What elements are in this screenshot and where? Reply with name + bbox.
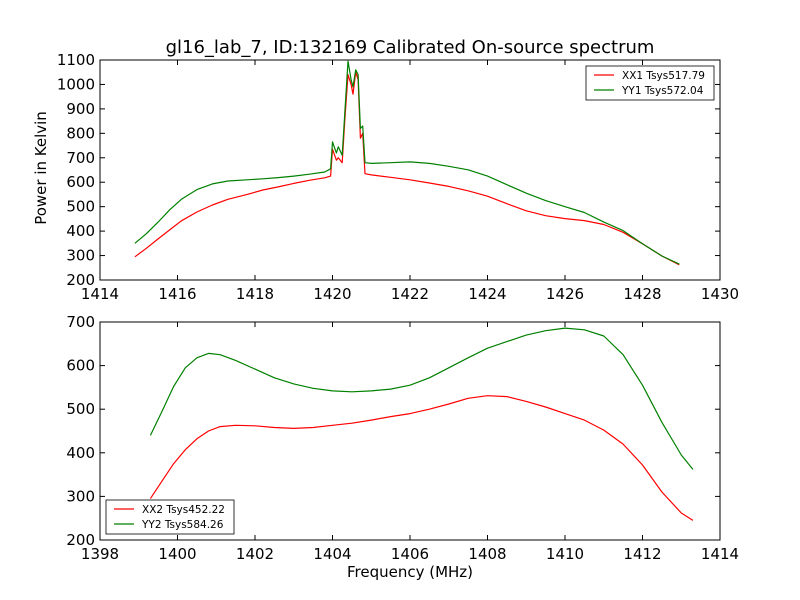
legend: XX1 Tsys517.79 YY1 Tsys572.04 <box>585 65 715 101</box>
y-tick-label: 1000 <box>57 75 95 93</box>
x-tick-label: 1424 <box>468 285 506 303</box>
y-tick-label: 900 <box>66 100 95 118</box>
x-tick-label: 1428 <box>623 285 661 303</box>
x-tick-label: 1410 <box>546 545 584 563</box>
legend-label: XX1 Tsys517.79 <box>622 70 705 82</box>
y-tick-label: 600 <box>66 357 95 375</box>
top-panel: 1414 1416 1418 1420 1422 1424 1426 1428 1430 200 3… <box>57 51 739 303</box>
x-tick-label: 1408 <box>468 545 506 563</box>
y-tick-label: 400 <box>66 444 95 462</box>
x-tick-label: 1414 <box>701 545 739 563</box>
x-tick-label: 1420 <box>313 285 351 303</box>
y-tick-label: 500 <box>66 400 95 418</box>
y-tick-label: 700 <box>66 149 95 167</box>
x-tick-label: 1406 <box>391 545 429 563</box>
series-line-yy1 <box>134 60 680 265</box>
x-tick-label: 1422 <box>391 285 429 303</box>
x-tick-label: 1426 <box>546 285 584 303</box>
y-tick-label: 600 <box>66 173 95 191</box>
chart-title: gl16_lab_7, ID:132169 Calibrated On-sour… <box>166 37 655 58</box>
y-tick-label: 1100 <box>57 51 95 69</box>
top-panel-y-axis-label: Power in Kelvin <box>32 111 50 225</box>
x-tick-label: 1414 <box>81 285 119 303</box>
series-line-yy2 <box>149 327 694 470</box>
y-tick-label: 800 <box>66 124 95 142</box>
legend-label: YY2 Tsys584.26 <box>141 519 224 531</box>
y-tick-label: 200 <box>66 531 95 549</box>
bottom-panel-x-axis-label: Frequency (MHz) <box>347 563 473 581</box>
x-tick-label: 1416 <box>158 285 196 303</box>
y-tick-label: 300 <box>66 487 95 505</box>
x-tick-label: 1412 <box>623 545 661 563</box>
x-tick-label: 1402 <box>236 545 274 563</box>
y-tick-label: 700 <box>66 313 95 331</box>
series-line-xx2 <box>149 395 694 521</box>
legend-label: XX2 Tsys452.22 <box>142 504 225 516</box>
x-tick-label: 1418 <box>236 285 274 303</box>
y-tick-label: 200 <box>66 271 95 289</box>
legend-box <box>585 65 715 101</box>
legend-box <box>105 499 235 535</box>
legend: XX2 Tsys452.22 YY2 Tsys584.26 <box>105 499 235 535</box>
y-tick-label: 300 <box>66 247 95 265</box>
x-tick-label: 1400 <box>158 545 196 563</box>
y-tick-label: 500 <box>66 198 95 216</box>
legend-label: YY1 Tsys572.04 <box>621 85 704 97</box>
x-tick-label: 1398 <box>81 545 119 563</box>
x-tick-label: 1430 <box>701 285 739 303</box>
series-line-xx1 <box>134 71 680 266</box>
x-tick-label: 1404 <box>313 545 351 563</box>
y-tick-label: 400 <box>66 222 95 240</box>
bottom-panel: 1398 1400 1402 1404 1406 1408 1410 1412 1414 200 3… <box>66 313 739 563</box>
